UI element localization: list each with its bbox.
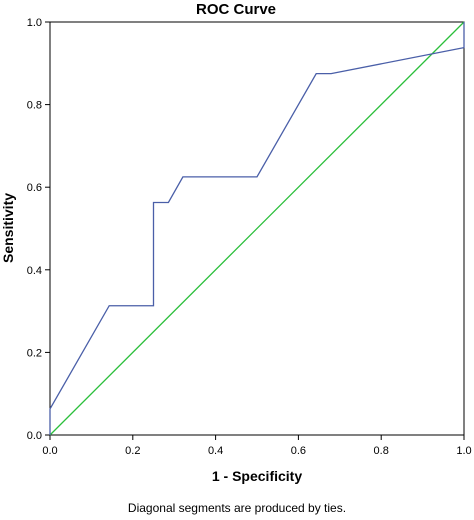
reference-diagonal-line xyxy=(49,21,465,436)
x-tick-label: 0.2 xyxy=(125,445,140,457)
x-tick-label: 1.0 xyxy=(456,445,471,457)
plot-frame xyxy=(49,21,465,436)
y-axis-ticks: 0.0 0.2 0.4 0.6 0.8 1.0 xyxy=(27,17,50,442)
chart-footnote: Diagonal segments are produced by ties. xyxy=(128,501,346,515)
x-axis-ticks: 0.0 0.2 0.4 0.6 0.8 1.0 xyxy=(42,435,472,457)
x-tick-label: 0.4 xyxy=(208,445,223,457)
roc-curve-line xyxy=(49,22,465,435)
chart-title: ROC Curve xyxy=(196,1,276,18)
x-tick-label: 0.6 xyxy=(291,445,306,457)
y-tick-label: 0.8 xyxy=(27,100,42,112)
y-tick-label: 1.0 xyxy=(27,17,42,29)
y-tick-label: 0.0 xyxy=(27,430,42,442)
y-tick-label: 0.4 xyxy=(27,265,42,277)
y-axis-label: Sensitivity xyxy=(0,193,16,263)
x-tick-label: 0.0 xyxy=(42,445,57,457)
x-tick-label: 0.8 xyxy=(374,445,389,457)
x-axis-label: 1 - Specificity xyxy=(212,468,302,484)
series-layer xyxy=(49,21,465,436)
y-tick-label: 0.2 xyxy=(27,347,42,359)
y-tick-label: 0.6 xyxy=(27,182,42,194)
